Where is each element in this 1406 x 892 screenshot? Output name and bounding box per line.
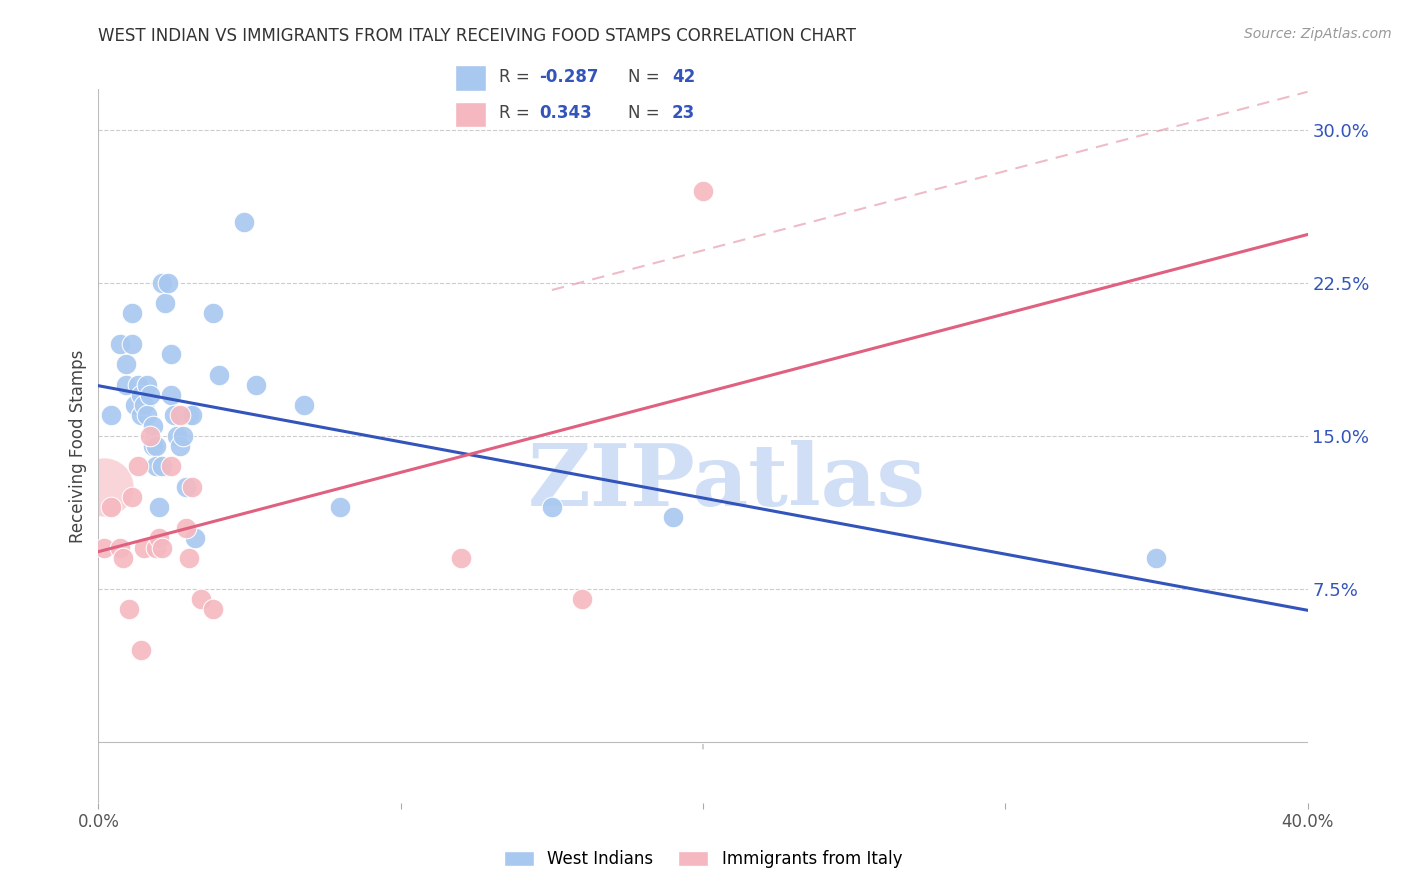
- Point: [135, 409, 157, 423]
- Point: [160, 388, 183, 402]
- Point: [132, 541, 155, 555]
- Point: [148, 500, 170, 515]
- Text: R =: R =: [499, 69, 534, 87]
- Point: [150, 276, 173, 290]
- Point: [121, 337, 143, 351]
- Text: R =: R =: [499, 103, 540, 122]
- Point: [292, 398, 315, 412]
- Point: [662, 510, 685, 524]
- Point: [150, 541, 173, 555]
- Text: 0.343: 0.343: [538, 103, 592, 122]
- Point: [184, 531, 207, 545]
- Text: -0.287: -0.287: [538, 69, 599, 87]
- Legend: West Indians, Immigrants from Italy: West Indians, Immigrants from Italy: [498, 844, 908, 875]
- Point: [540, 500, 562, 515]
- Point: [139, 429, 162, 443]
- Point: [692, 184, 714, 198]
- Y-axis label: Receiving Food Stamps: Receiving Food Stamps: [69, 350, 87, 542]
- Point: [179, 409, 201, 423]
- Point: [114, 377, 136, 392]
- Point: [129, 409, 152, 423]
- Point: [93, 480, 115, 494]
- Point: [1144, 551, 1167, 566]
- Point: [100, 500, 122, 515]
- Point: [571, 591, 593, 606]
- Point: [245, 377, 267, 392]
- Point: [111, 551, 134, 566]
- Text: 42: 42: [672, 69, 695, 87]
- Point: [139, 388, 162, 402]
- Point: [156, 276, 179, 290]
- FancyBboxPatch shape: [456, 65, 486, 91]
- Point: [108, 541, 131, 555]
- Point: [127, 459, 149, 474]
- Point: [145, 541, 167, 555]
- Point: [181, 480, 204, 494]
- Point: [169, 409, 191, 423]
- Point: [179, 551, 201, 566]
- Point: [163, 409, 186, 423]
- Point: [124, 398, 146, 412]
- Point: [172, 429, 194, 443]
- Point: [160, 459, 183, 474]
- Point: [153, 296, 176, 310]
- Point: [121, 306, 143, 320]
- Point: [129, 643, 152, 657]
- Point: [181, 409, 204, 423]
- Point: [121, 490, 143, 504]
- Text: WEST INDIAN VS IMMIGRANTS FROM ITALY RECEIVING FOOD STAMPS CORRELATION CHART: WEST INDIAN VS IMMIGRANTS FROM ITALY REC…: [98, 27, 856, 45]
- Point: [132, 398, 155, 412]
- Point: [114, 358, 136, 372]
- Point: [129, 388, 152, 402]
- Point: [166, 429, 188, 443]
- Point: [118, 602, 141, 616]
- Point: [450, 551, 472, 566]
- Point: [329, 500, 352, 515]
- Point: [232, 215, 254, 229]
- Point: [100, 409, 122, 423]
- Point: [190, 591, 212, 606]
- Point: [202, 306, 225, 320]
- Text: 23: 23: [672, 103, 695, 122]
- Text: ZIPatlas: ZIPatlas: [529, 440, 927, 524]
- Point: [93, 541, 115, 555]
- Point: [142, 418, 165, 433]
- FancyBboxPatch shape: [456, 102, 486, 128]
- Point: [145, 439, 167, 453]
- Point: [208, 368, 231, 382]
- Point: [169, 439, 191, 453]
- Point: [142, 439, 165, 453]
- Point: [145, 459, 167, 474]
- Point: [160, 347, 183, 361]
- Text: Source: ZipAtlas.com: Source: ZipAtlas.com: [1244, 27, 1392, 41]
- Text: N =: N =: [628, 103, 665, 122]
- Point: [174, 520, 197, 534]
- Point: [135, 377, 157, 392]
- Point: [150, 459, 173, 474]
- Point: [202, 602, 225, 616]
- Point: [174, 480, 197, 494]
- Text: N =: N =: [628, 69, 665, 87]
- Point: [127, 377, 149, 392]
- Point: [148, 531, 170, 545]
- Point: [108, 337, 131, 351]
